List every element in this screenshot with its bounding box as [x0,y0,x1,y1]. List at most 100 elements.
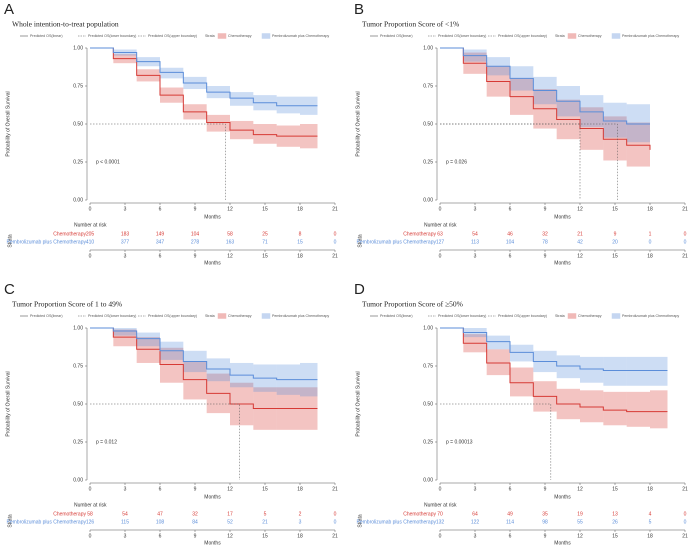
x-axis-label: Months [554,494,571,500]
legend-label: Predicted OS(lower boundary) [88,34,136,38]
legend-label: Predicted OS(linear) [380,314,413,318]
x-tick-label: 15 [262,206,268,212]
x-tick-label: 9 [194,206,197,212]
risk-x-tick-label: 15 [612,533,618,539]
risk-count: 278 [191,239,200,245]
y-tick-label: 1.00 [73,325,83,331]
confidence-band [113,328,137,336]
legend-title: Strata [205,314,215,318]
risk-count: 32 [542,231,548,237]
risk-x-tick-label: 18 [647,533,653,539]
risk-x-tick-label: 6 [159,253,162,259]
risk-count: 58 [87,511,93,517]
confidence-band [650,390,668,429]
x-axis-label: Months [204,214,221,220]
risk-row-label: Chemotherapy [53,231,86,237]
risk-x-tick-label: 6 [159,533,162,539]
confidence-band [206,358,230,382]
legend-label: Predicted OS(linear) [30,314,63,318]
confidence-band [626,356,650,386]
x-tick-label: 6 [509,206,512,212]
x-tick-label: 6 [159,206,162,212]
panel-label: A [4,1,14,18]
median-line [90,123,226,200]
survival-curve [440,327,668,372]
risk-count: 78 [542,239,548,245]
confidence-band [603,356,627,386]
confidence-band [603,391,627,426]
risk-x-tick-label: 21 [682,253,688,259]
legend-label: Chemotherapy [228,34,252,38]
confidence-band [136,337,160,363]
risk-count: 52 [227,519,233,525]
median-line [440,123,618,200]
legend-label: Chemotherapy [578,34,602,38]
x-axis-label: Months [204,494,221,500]
risk-count: 183 [121,231,130,237]
risk-count: 114 [506,519,514,525]
risk-row-label: Pembrolizumab plus Chemotherapy [357,239,437,245]
risk-count: 347 [156,239,165,245]
legend-label: Predicted OS(lower boundary) [438,34,486,38]
risk-count: 21 [577,231,583,237]
x-tick-label: 18 [647,486,653,492]
x-tick-label: 18 [297,486,303,492]
legend-swatch [567,33,577,39]
risk-count: 104 [506,239,515,245]
survival-curve [90,327,318,381]
y-tick-label: 0.00 [423,477,433,483]
legend-label: Predicted OS(lower boundary) [88,314,136,318]
risk-count: 15 [297,239,303,245]
panel-label: D [354,281,365,298]
risk-x-tick-label: 0 [439,533,442,539]
legend-label: Predicted OS(upper boundary) [498,34,547,38]
risk-x-tick-label: 9 [544,533,547,539]
survival-curve [90,327,318,410]
legend-label: Predicted OS(lower boundary) [438,314,486,318]
risk-x-tick-label: 12 [577,533,583,539]
y-tick-label: 1.00 [423,325,433,331]
risk-x-tick-label: 0 [89,253,92,259]
risk-count: 122 [471,519,480,525]
legend-label: Predicted OS(upper boundary) [148,314,197,318]
survival-curve [440,47,650,125]
risk-count: 47 [157,511,163,517]
x-tick-label: 0 [439,206,442,212]
y-tick-label: 0.50 [73,121,83,127]
legend-label: Pembrolizumab plus Chemotherapy [622,34,679,38]
x-tick-label: 9 [544,206,547,212]
y-tick-label: 0.25 [73,159,83,165]
risk-count: 0 [684,239,687,245]
p-value: p = 0.00013 [446,439,473,445]
risk-count: 54 [472,231,478,237]
risk-row-label: Pembrolizumab plus Chemotherapy [7,239,87,245]
confidence-band [650,356,668,386]
risk-count: 26 [612,519,618,525]
confidence-band [206,114,230,132]
risk-count: 63 [437,231,443,237]
risk-count: 149 [156,231,165,237]
confidence-band [276,96,300,114]
y-axis-label: Probability of Overall Survival [5,371,11,436]
risk-count: 410 [86,239,95,245]
risk-x-axis-label: Months [204,540,221,546]
x-tick-label: 18 [647,206,653,212]
risk-count: 21 [262,519,268,525]
risk-count: 20 [612,239,618,245]
risk-count: 0 [684,231,687,237]
risk-count: 32 [192,511,198,517]
risk-count: 132 [436,519,445,525]
risk-count: 25 [262,231,268,237]
panel: D Tumor Proportion Score of ≥50% Predicted… [354,281,688,546]
risk-count: 70 [437,511,443,517]
risk-count: 58 [227,231,233,237]
risk-title: Number at risk [424,502,457,508]
x-tick-label: 12 [227,486,233,492]
x-tick-label: 15 [262,486,268,492]
x-tick-label: 3 [124,206,127,212]
panel-title: Tumor Proportion Score of <1% [362,20,459,29]
confidence-band [580,356,604,383]
risk-x-tick-label: 21 [682,533,688,539]
y-tick-label: 0.25 [423,439,433,445]
